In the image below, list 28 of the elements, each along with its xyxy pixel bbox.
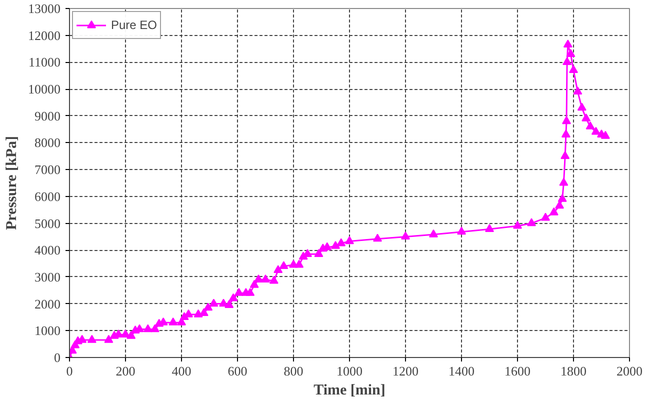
x-tick-label: 1000 xyxy=(336,364,362,378)
y-axis-title: Pressure [kPa] xyxy=(4,136,20,230)
x-tick-label: 1800 xyxy=(560,364,586,378)
y-tick-label: 10000 xyxy=(28,82,60,97)
y-tick-label: 13000 xyxy=(28,1,60,16)
legend-label: Pure EO xyxy=(111,18,158,32)
y-tick-label: 5000 xyxy=(34,216,60,231)
x-tick-label: 0 xyxy=(66,364,73,378)
x-tick-label: 2000 xyxy=(616,364,642,378)
x-tick-label: 1400 xyxy=(448,364,474,378)
y-tick-label: 8000 xyxy=(34,135,60,150)
x-tick-label: 1200 xyxy=(392,364,418,378)
x-axis-title: Time [min] xyxy=(314,382,386,398)
y-tick-label: 4000 xyxy=(34,242,60,258)
y-tick-label: 9000 xyxy=(34,108,60,124)
y-tick-label: 2000 xyxy=(34,296,60,312)
x-tick-label: 400 xyxy=(172,364,192,378)
y-tick-label: 7000 xyxy=(34,162,60,178)
x-tick-label: 200 xyxy=(116,364,136,378)
y-tick-label: 3000 xyxy=(34,269,60,284)
y-tick-label: 1000 xyxy=(34,323,60,338)
x-tick-label: 1600 xyxy=(504,364,530,378)
y-tick-label: 12000 xyxy=(28,28,60,43)
x-tick-label: 600 xyxy=(228,364,248,378)
y-tick-label: 11000 xyxy=(28,54,61,70)
x-tick-label: 800 xyxy=(284,364,304,378)
y-tick-label: 6000 xyxy=(34,188,60,204)
y-tick-label: 0 xyxy=(54,350,60,365)
